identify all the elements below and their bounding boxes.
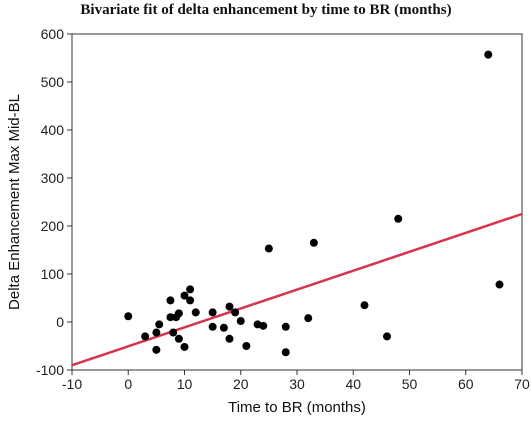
data-point <box>383 332 391 341</box>
plot-frame <box>71 33 523 371</box>
y-tick-label: 400 <box>41 122 65 138</box>
data-point <box>191 308 200 317</box>
data-point <box>174 309 183 318</box>
data-point <box>484 50 493 59</box>
data-point <box>208 308 217 317</box>
x-tick-label: 60 <box>458 376 474 392</box>
data-point <box>225 334 234 343</box>
data-point <box>219 323 228 332</box>
x-tick-label: 30 <box>289 376 305 392</box>
y-tick-label: 0 <box>56 314 64 330</box>
y-tick-label: 600 <box>41 26 65 42</box>
fit-line <box>71 212 523 367</box>
data-point <box>231 308 240 317</box>
data-point <box>124 312 133 321</box>
points-group <box>124 50 504 357</box>
data-point <box>169 328 178 337</box>
data-point <box>155 320 164 329</box>
data-point <box>174 334 183 343</box>
x-tick-label: 50 <box>402 376 418 392</box>
y-tick-label: 300 <box>41 170 65 186</box>
data-point <box>360 301 369 310</box>
data-point <box>152 328 161 337</box>
x-tick-label: 40 <box>345 376 361 392</box>
data-point <box>264 244 273 253</box>
data-point <box>304 314 313 323</box>
data-point <box>180 291 189 300</box>
data-point <box>141 332 150 341</box>
data-point <box>394 214 403 223</box>
x-tick-label: 10 <box>177 376 193 392</box>
y-tick-label: 100 <box>41 266 65 282</box>
data-point <box>186 296 195 305</box>
chart-title: Bivariate fit of delta enhancement by ti… <box>80 2 452 18</box>
data-point <box>186 285 195 294</box>
data-point <box>208 322 217 331</box>
x-axis-label: Time to BR (months) <box>228 399 366 416</box>
x-tick-label: 0 <box>124 376 132 392</box>
data-point <box>495 280 504 289</box>
data-point <box>180 342 189 351</box>
y-tick-label: 200 <box>41 218 65 234</box>
data-point <box>309 238 318 247</box>
y-axis-label: Delta Enhancement Max Mid-BL <box>6 94 23 310</box>
x-tick-label: 20 <box>233 376 249 392</box>
axes-group <box>71 33 523 371</box>
y-tick-label: 500 <box>41 74 65 90</box>
x-tick-label: 70 <box>514 376 530 392</box>
data-point <box>259 321 268 330</box>
data-point <box>281 348 290 357</box>
data-point <box>152 345 161 354</box>
data-point <box>166 296 175 305</box>
data-point <box>236 317 245 326</box>
x-tick-label: -10 <box>62 376 82 392</box>
data-point <box>225 302 234 311</box>
data-point <box>242 342 251 350</box>
data-point <box>166 313 175 322</box>
ticks-group: -10 0 10 20 30 40 50 60 70-100010020030040050060… <box>36 26 530 392</box>
data-point <box>281 322 290 331</box>
y-tick-label: -100 <box>36 362 64 378</box>
